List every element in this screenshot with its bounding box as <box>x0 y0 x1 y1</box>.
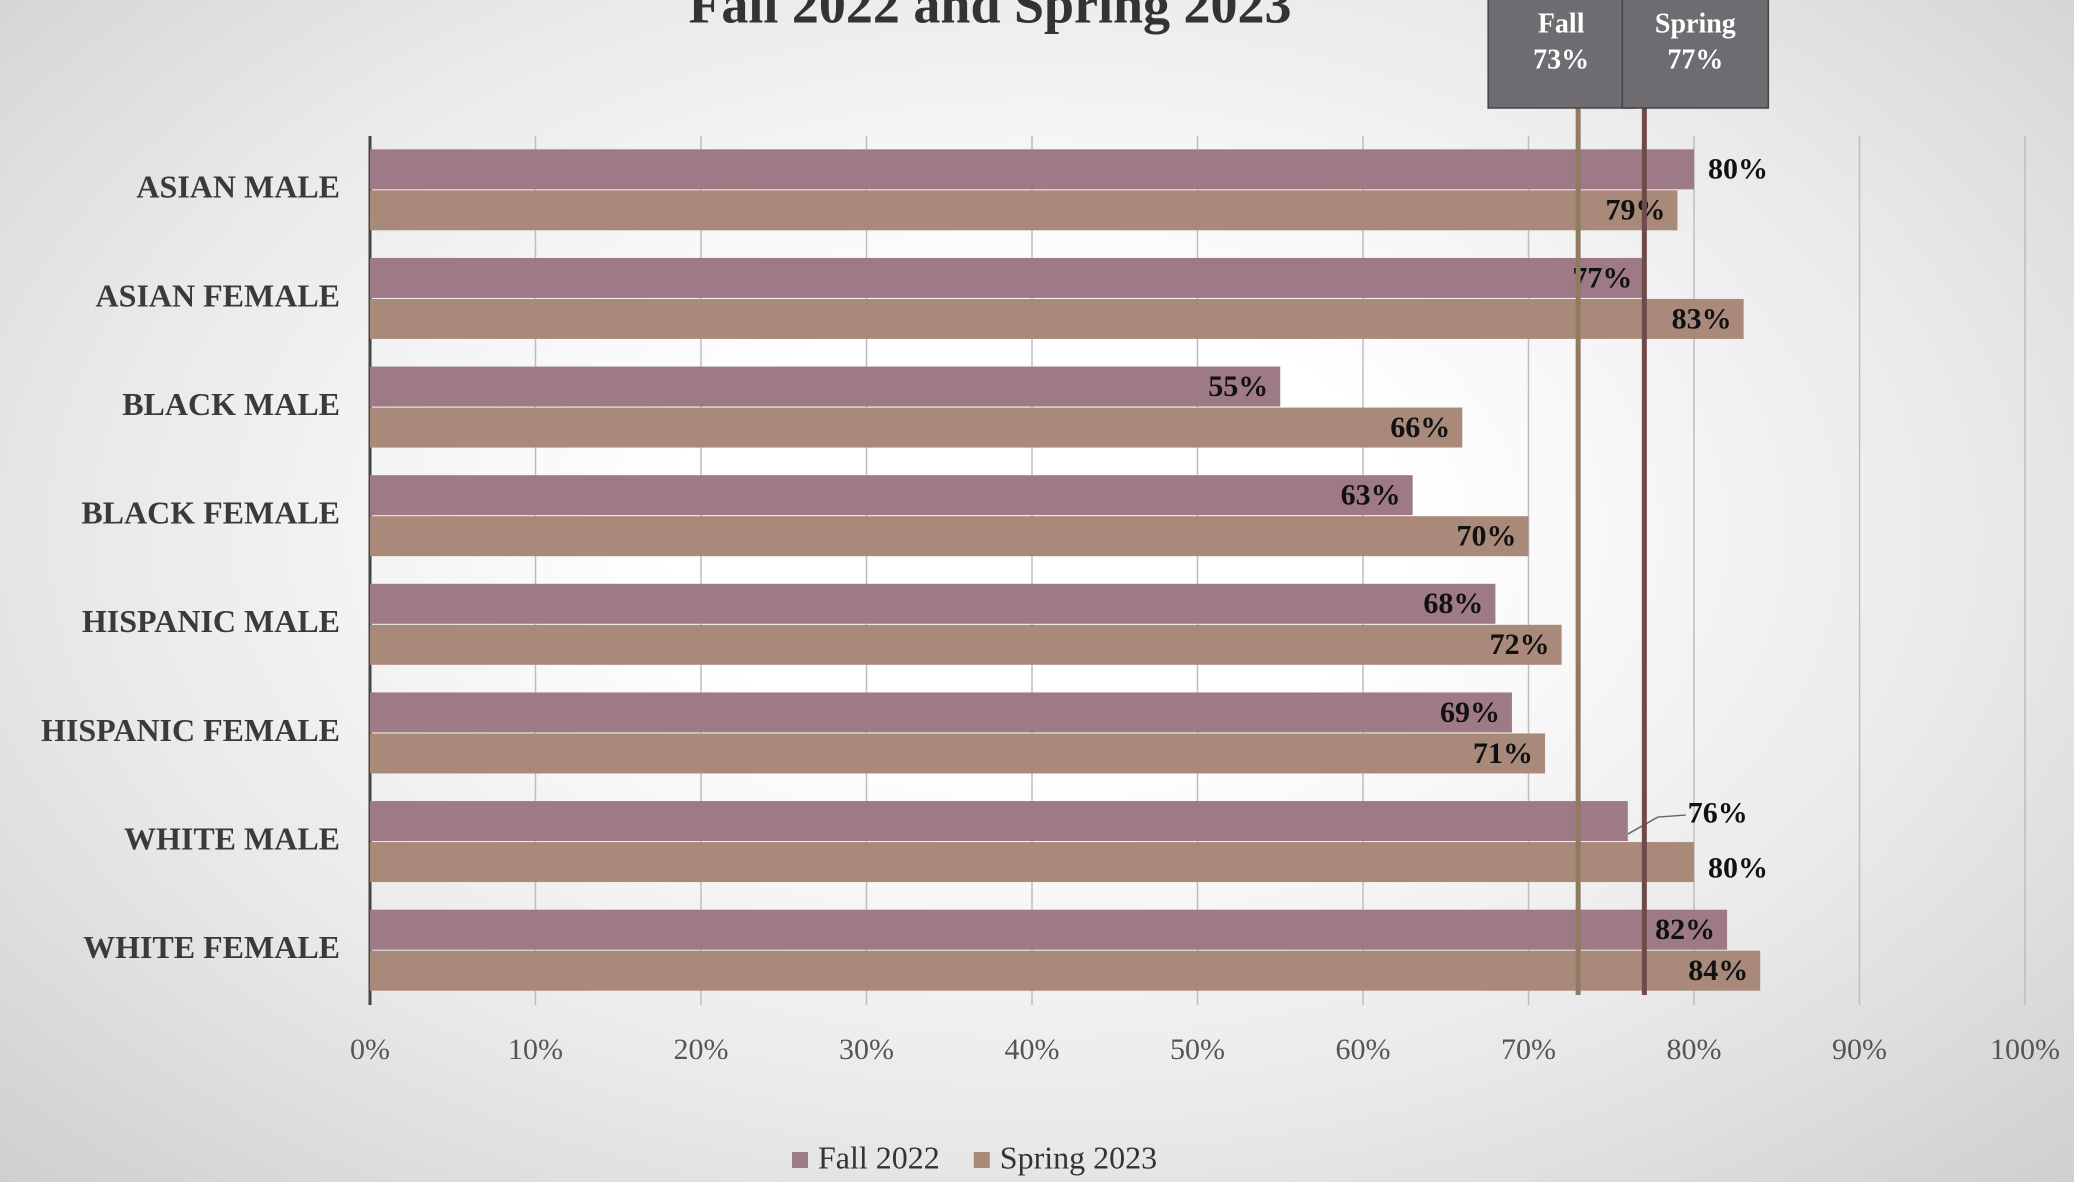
reference-name: Fall <box>1538 8 1585 39</box>
data-label: 80% <box>1708 851 1768 884</box>
bar <box>370 257 1645 298</box>
x-tick-label: 80% <box>1667 1033 1722 1066</box>
data-label: 80% <box>1708 153 1768 186</box>
data-label: 70% <box>1457 520 1517 553</box>
bar <box>370 190 1678 231</box>
x-tick-label: 100% <box>1990 1033 2060 1066</box>
x-tick-label: 60% <box>1336 1033 1391 1066</box>
bar <box>370 624 1562 665</box>
data-label: 69% <box>1440 696 1500 729</box>
data-label: 72% <box>1490 628 1550 661</box>
data-label: 82% <box>1655 913 1715 946</box>
bar <box>370 516 1529 557</box>
legend-swatch <box>973 1152 990 1168</box>
category-label: BLACK FEMALE <box>81 495 340 531</box>
data-label: 55% <box>1208 370 1268 403</box>
bar <box>370 692 1512 733</box>
data-label: 68% <box>1423 587 1483 620</box>
data-label: 79% <box>1605 194 1665 227</box>
data-label: 83% <box>1672 302 1732 335</box>
reference-box <box>1487 0 1635 109</box>
data-label: 84% <box>1688 954 1748 987</box>
x-tick-label: 40% <box>1005 1033 1060 1066</box>
bar <box>370 149 1694 190</box>
x-tick-label: 90% <box>1832 1033 1887 1066</box>
x-tick-label: 10% <box>508 1033 563 1066</box>
category-label: HISPANIC MALE <box>82 603 340 639</box>
category-label: ASIAN FEMALE <box>96 277 340 313</box>
legend-label: Fall 2022 <box>818 1139 940 1175</box>
legend-swatch <box>792 1152 808 1168</box>
category-label: BLACK MALE <box>122 386 340 422</box>
category-label: ASIAN MALE <box>136 169 340 205</box>
category-label: HISPANIC FEMALE <box>41 712 340 748</box>
reference-name: Spring <box>1655 8 1736 39</box>
bar <box>370 366 1281 407</box>
bar <box>370 298 1744 339</box>
chart-title: Fall 2022 and Spring 2023 <box>688 0 1291 34</box>
data-label: 77% <box>1572 261 1632 294</box>
data-label: 76% <box>1688 796 1748 829</box>
bar <box>370 475 1413 516</box>
x-tick-label: 30% <box>839 1033 894 1066</box>
category-label: WHITE MALE <box>124 820 340 856</box>
x-tick-label: 70% <box>1501 1033 1556 1066</box>
bar <box>370 733 1546 774</box>
legend-label: Spring 2023 <box>1000 1139 1157 1175</box>
x-tick-label: 50% <box>1170 1033 1225 1066</box>
leader-line <box>1627 814 1686 835</box>
category-label: WHITE FEMALE <box>83 929 340 965</box>
bar <box>370 801 1628 842</box>
data-label: 63% <box>1341 479 1401 512</box>
data-label: 66% <box>1390 411 1450 444</box>
bar <box>370 950 1761 991</box>
bar <box>370 583 1496 624</box>
bar <box>370 909 1728 950</box>
x-tick-label: 20% <box>674 1033 729 1066</box>
reference-box <box>1621 0 1770 109</box>
reference-value: 77% <box>1667 44 1723 75</box>
x-tick-label: 0% <box>350 1033 390 1066</box>
reference-value: 73% <box>1533 44 1589 75</box>
bar <box>370 407 1463 448</box>
data-label: 71% <box>1473 737 1533 770</box>
bar <box>370 842 1694 883</box>
